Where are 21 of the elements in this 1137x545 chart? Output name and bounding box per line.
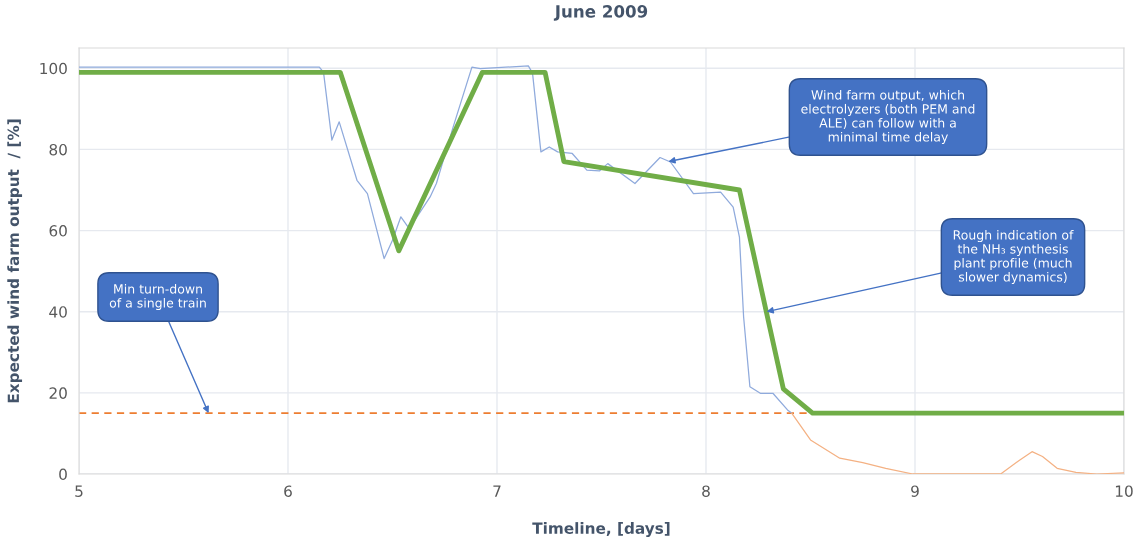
line-series bbox=[79, 65, 793, 414]
y-tick-label: 80 bbox=[49, 143, 67, 156]
y-tick-label: 0 bbox=[59, 468, 67, 481]
chart-title: June 2009 bbox=[553, 5, 648, 21]
line-series bbox=[791, 412, 1124, 474]
annotation: Rough indication of the NH₃ synthesis plant profile (much slower dynamics) bbox=[953, 229, 1074, 285]
y-tick-label: 100 bbox=[40, 62, 67, 75]
annotation: Wind farm output, which electrolyzers (both PEM and ALE) can follow with a minimal time delay bbox=[801, 89, 975, 145]
x-tick-label: 10 bbox=[1115, 485, 1133, 497]
y-tick-label: 20 bbox=[49, 387, 67, 399]
x-tick-label: 6 bbox=[284, 485, 292, 497]
x-axis-title: Timeline, [days] bbox=[532, 522, 670, 538]
x-tick-label: 7 bbox=[493, 485, 501, 497]
annotation: Min turn-down of a single train bbox=[109, 283, 206, 311]
y-tick-label: 60 bbox=[49, 225, 67, 237]
line-series bbox=[79, 69, 1124, 416]
x-tick-label: 9 bbox=[911, 485, 919, 497]
x-tick-label: 5 bbox=[75, 485, 83, 497]
x-tick-label: 8 bbox=[702, 485, 710, 497]
y-tick-label: 40 bbox=[49, 306, 67, 318]
y-axis-title: Expected wind farm output / [%] bbox=[7, 119, 23, 403]
